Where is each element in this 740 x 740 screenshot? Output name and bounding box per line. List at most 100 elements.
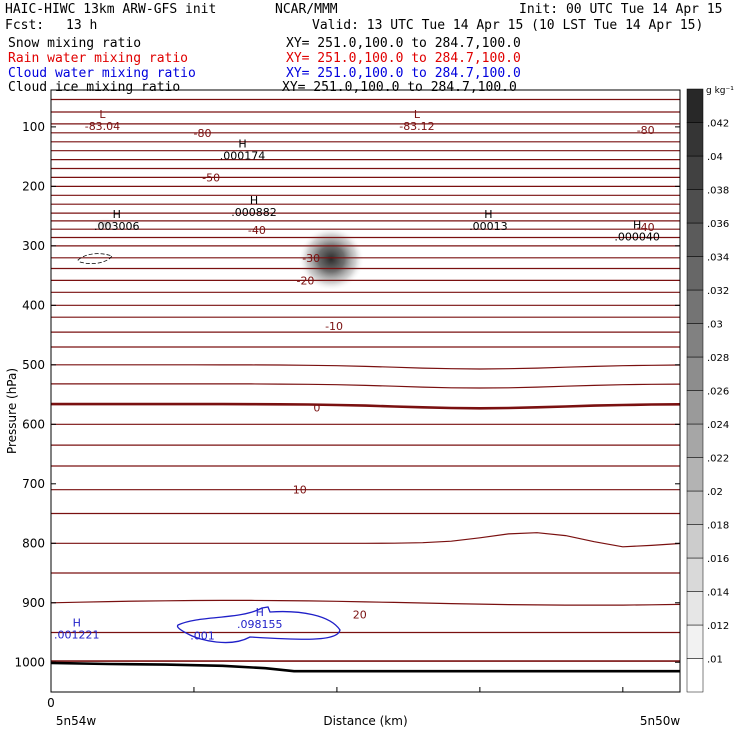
legend-cloudice-name: Cloud ice mixing ratio bbox=[8, 80, 181, 95]
x-start-location: 5n54w bbox=[56, 714, 97, 728]
init-time: Init: 00 UTC Tue 14 Apr 15 bbox=[519, 2, 723, 17]
extremum-value: .003006 bbox=[94, 220, 140, 233]
x-tick-label: 0 bbox=[47, 696, 55, 710]
extremum-type: H bbox=[73, 617, 81, 630]
temperature-label: -80 bbox=[637, 124, 655, 137]
colorbar-label: .042 bbox=[707, 119, 729, 130]
colorbar-label: .014 bbox=[707, 588, 729, 599]
colorbar-label: .03 bbox=[707, 320, 723, 331]
colorbar-label: .022 bbox=[707, 454, 729, 465]
y-tick-label: 900 bbox=[22, 596, 45, 610]
temperature-contour bbox=[51, 532, 681, 548]
colorbar-label: .02 bbox=[707, 487, 723, 498]
colorbar-bin bbox=[686, 356, 704, 391]
cloud-water-label: .001 bbox=[190, 629, 215, 642]
terrain-line bbox=[50, 661, 680, 673]
plot-frame bbox=[50, 89, 681, 693]
extremum-value: -83.04 bbox=[85, 120, 120, 133]
colorbar-bin bbox=[686, 323, 704, 358]
y-tick-label: 200 bbox=[22, 179, 45, 193]
y-tick-label: 800 bbox=[22, 536, 45, 550]
model-title: HAIC-HIWC 13km ARW-GFS init bbox=[5, 2, 217, 17]
temperature-label: 20 bbox=[353, 609, 367, 622]
cloud-water-contour bbox=[176, 606, 341, 644]
extremum-type: H bbox=[256, 606, 264, 619]
colorbar-label: .01 bbox=[707, 655, 723, 666]
extremum-type: H bbox=[250, 194, 258, 207]
colorbar-bin bbox=[686, 155, 704, 190]
extremum-value: .00013 bbox=[469, 220, 508, 233]
colorbar-label: .036 bbox=[707, 219, 729, 230]
colorbar-bin bbox=[686, 256, 704, 291]
colorbar-label: .026 bbox=[707, 387, 729, 398]
temperature-label: -20 bbox=[296, 274, 314, 287]
colorbar-bin bbox=[686, 189, 704, 224]
extremum-value: .000882 bbox=[231, 206, 277, 219]
legend-cloudice-xy: XY= 251.0,100.0 to 284.7,100.0 bbox=[282, 80, 517, 95]
x-axis-label: Distance (km) bbox=[323, 714, 407, 728]
extremum-value: .000040 bbox=[614, 231, 660, 244]
y-tick-label: 400 bbox=[22, 298, 45, 312]
y-tick-label: 600 bbox=[22, 417, 45, 431]
colorbar-bin bbox=[686, 524, 704, 559]
colorbar-bin bbox=[686, 658, 704, 693]
colorbar-bin bbox=[686, 289, 704, 324]
colorbar-bin bbox=[686, 222, 704, 257]
legend-rain-name: Rain water mixing ratio bbox=[8, 51, 189, 66]
valid-time: Valid: 13 UTC Tue 14 Apr 15 (10 LST Tue … bbox=[312, 18, 704, 33]
colorbar-label: .024 bbox=[707, 420, 729, 431]
extremum-value: .098155 bbox=[237, 618, 283, 631]
fcst-value: 13 h bbox=[66, 18, 98, 33]
colorbar-unit: g kg⁻¹ bbox=[706, 86, 734, 96]
colorbar-label: .018 bbox=[707, 521, 729, 532]
temperature-contour bbox=[50, 599, 681, 606]
extremum-type: H bbox=[238, 138, 246, 151]
y-tick-label: 300 bbox=[22, 239, 45, 253]
colorbar-bin bbox=[686, 591, 704, 626]
colorbar-bin bbox=[686, 490, 704, 525]
temperature-contour bbox=[51, 383, 681, 389]
legend-cloudwater-xy: XY= 251.0,100.0 to 284.7,100.0 bbox=[286, 66, 521, 81]
temperature-label: -40 bbox=[637, 221, 655, 234]
colorbar-label: .038 bbox=[707, 186, 729, 197]
temperature-label: -80 bbox=[194, 127, 212, 140]
colorbar-label: .034 bbox=[707, 253, 729, 264]
colorbar-bin bbox=[686, 88, 704, 123]
extremum-value: -83.12 bbox=[399, 120, 434, 133]
colorbar-label: .028 bbox=[707, 353, 729, 364]
temperature-contour bbox=[51, 364, 681, 370]
x-end-location: 5n50w bbox=[640, 714, 681, 728]
y-tick-label: 500 bbox=[22, 358, 45, 372]
legend-rain-xy: XY= 251.0,100.0 to 284.7,100.0 bbox=[286, 51, 521, 66]
colorbar-bin bbox=[686, 457, 704, 492]
temperature-label: -10 bbox=[325, 320, 343, 333]
legend-cloudwater-name: Cloud water mixing ratio bbox=[8, 66, 196, 81]
colorbar-label: .032 bbox=[707, 286, 729, 297]
snow-contour-dashed bbox=[77, 253, 113, 264]
temperature-contour bbox=[51, 402, 681, 410]
extremum-type: H bbox=[484, 208, 492, 221]
y-tick-label: 1000 bbox=[14, 655, 45, 669]
org-label: NCAR/MMM bbox=[275, 2, 338, 17]
colorbar-bin bbox=[686, 122, 704, 157]
temperature-label: 10 bbox=[293, 484, 307, 497]
extremum-type: L bbox=[99, 108, 106, 121]
colorbar-bin bbox=[686, 624, 704, 659]
extremum-type: L bbox=[414, 108, 421, 121]
snow-shading-max bbox=[298, 226, 365, 291]
legend-snow-xy: XY= 251.0,100.0 to 284.7,100.0 bbox=[286, 36, 521, 51]
extremum-value: .000174 bbox=[220, 150, 266, 163]
legend-snow-name: Snow mixing ratio bbox=[8, 36, 142, 51]
extremum-type: H bbox=[633, 219, 641, 232]
extremum-type: H bbox=[113, 208, 121, 221]
colorbar-bin bbox=[686, 557, 704, 592]
colorbar-label: .012 bbox=[707, 621, 729, 632]
temperature-label: 0 bbox=[313, 402, 320, 415]
temperature-label: -40 bbox=[248, 224, 266, 237]
extremum-value: .001221 bbox=[54, 629, 100, 642]
y-axis-label: Pressure (hPa) bbox=[5, 368, 19, 454]
fcst-label: Fcst: bbox=[5, 18, 45, 33]
colorbar-bin bbox=[686, 423, 704, 458]
colorbar-label: .04 bbox=[707, 152, 723, 163]
